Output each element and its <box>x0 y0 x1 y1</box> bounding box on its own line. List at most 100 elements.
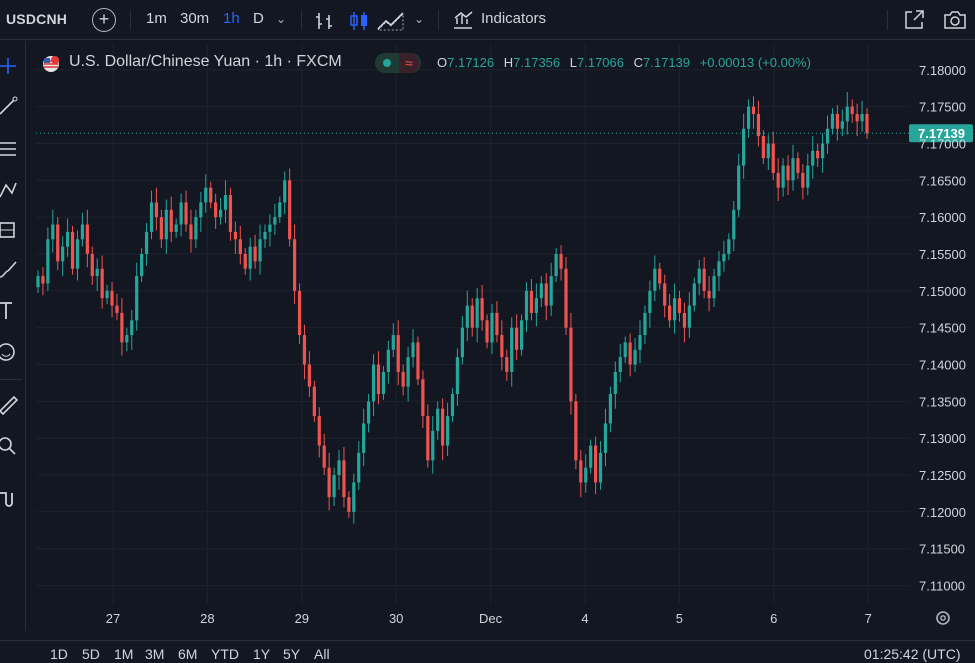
candle-body <box>61 246 65 262</box>
symbol-search-button[interactable]: USDCNH <box>6 11 68 27</box>
pattern-tool-icon[interactable] <box>0 179 20 201</box>
candle-body <box>431 430 435 461</box>
candle-body <box>347 497 351 512</box>
candle-body <box>381 371 386 394</box>
compare-add-symbol-button[interactable]: + <box>92 8 116 32</box>
symbol-title[interactable]: U.S. Dollar/Chinese Yuan · 1h · FXCM <box>69 53 342 70</box>
text-tool-icon[interactable] <box>0 299 20 321</box>
candles-chart-type-icon[interactable] <box>348 9 370 49</box>
candle-body <box>283 180 287 203</box>
range-3m-button[interactable]: 3M <box>145 646 165 662</box>
settings-gear-icon[interactable] <box>936 611 950 625</box>
interval-1m-button[interactable]: 1m <box>146 10 167 27</box>
range-1m-button[interactable]: 1M <box>114 646 134 662</box>
candle-body <box>490 312 494 343</box>
interval-dropdown-chevron-down-icon[interactable]: ⌄ <box>276 12 287 26</box>
range-1y-button[interactable]: 1Y <box>253 646 271 662</box>
candle-body <box>342 460 346 498</box>
candle-body <box>436 408 440 431</box>
candle-body <box>860 114 864 122</box>
interval-30m-button[interactable]: 30m <box>180 10 210 27</box>
candle-body <box>332 475 336 498</box>
fib-lines-icon[interactable] <box>0 139 20 161</box>
interval-d-button[interactable]: D <box>253 10 264 27</box>
candle-body <box>297 290 302 336</box>
price-tick-label: 7.14500 <box>919 321 966 336</box>
candle-body <box>258 239 262 262</box>
market-status-pill[interactable]: ≈ <box>375 53 421 73</box>
candle-body <box>367 401 371 424</box>
candle-body <box>835 114 839 129</box>
candle-body <box>80 224 85 240</box>
candle-body <box>554 254 558 277</box>
brush-icon[interactable] <box>0 259 20 281</box>
magnet-icon[interactable] <box>0 489 20 511</box>
ruler-icon[interactable] <box>0 393 20 416</box>
range-ytd-button[interactable]: YTD <box>211 646 239 662</box>
candle-body <box>692 283 696 306</box>
candle-body <box>46 239 50 284</box>
candle-body <box>312 386 316 417</box>
candle-body <box>633 349 637 365</box>
candle-body <box>722 254 726 262</box>
candle-body <box>179 202 183 225</box>
fullscreen-icon[interactable] <box>902 8 926 48</box>
utc-clock[interactable]: 01:25:42 (UTC) <box>864 646 961 662</box>
candle-body <box>362 423 366 453</box>
candle-body <box>549 276 553 306</box>
range-5y-button[interactable]: 5Y <box>283 646 301 662</box>
range-5d-button[interactable]: 5D <box>82 646 100 662</box>
candle-body <box>66 231 70 247</box>
time-tick-label: 7 <box>865 611 872 626</box>
candle-body <box>756 114 761 137</box>
time-tick-label: 30 <box>389 611 403 626</box>
camera-screenshot-icon[interactable] <box>942 8 968 48</box>
price-tick-label: 7.13000 <box>919 431 966 446</box>
interval-1h-button[interactable]: 1h <box>223 10 240 27</box>
candle-body <box>589 445 593 468</box>
candle-body <box>465 305 469 328</box>
last-price-line: 7.17139 <box>36 124 973 143</box>
time-tick-label: 27 <box>106 611 120 626</box>
candle-body <box>357 452 361 483</box>
candle-body <box>746 106 751 129</box>
candle-body <box>672 298 677 321</box>
candle-body <box>455 357 460 394</box>
candle-body <box>806 165 810 188</box>
candle-body <box>515 327 519 350</box>
chart-type-dropdown-chevron-down-icon[interactable]: ⌄ <box>414 12 425 26</box>
candle-body <box>406 357 410 387</box>
price-axis[interactable]: 7.18000 7.17500 7.17000 7.16500 7.16000 7.155… <box>919 63 966 594</box>
candle-body <box>475 298 479 328</box>
candle-body <box>643 312 647 336</box>
range-6m-button[interactable]: 6M <box>178 646 198 662</box>
candle-body <box>603 423 608 453</box>
bar-chart-type-icon[interactable] <box>314 9 336 49</box>
price-tick-label: 7.16000 <box>919 210 966 225</box>
candle-body <box>248 246 252 269</box>
last-price-label: 7.17139 <box>918 126 965 141</box>
emoji-icon[interactable] <box>0 341 20 363</box>
time-axis[interactable]: 27 28 29 30 Dec 4 5 6 7 <box>106 611 872 626</box>
crosshair-icon[interactable] <box>0 55 20 77</box>
drawing-toolbar <box>0 41 26 631</box>
range-all-button[interactable]: All <box>314 646 330 662</box>
candle-body <box>668 305 672 321</box>
candle-body <box>737 165 741 210</box>
candle-body <box>648 290 652 313</box>
forecast-tool-icon[interactable] <box>0 219 20 241</box>
price-tick-label: 7.12500 <box>919 468 966 483</box>
candle-body <box>51 224 55 240</box>
price-tick-label: 7.15000 <box>919 284 966 299</box>
area-chart-type-icon[interactable] <box>376 9 406 49</box>
candle-body <box>411 342 415 358</box>
range-1d-button[interactable]: 1D <box>50 646 68 662</box>
trend-line-icon[interactable] <box>0 95 20 117</box>
candle-body <box>460 327 464 358</box>
candle-body <box>209 187 213 203</box>
chart-grid <box>36 44 910 604</box>
zoom-icon[interactable] <box>0 435 20 457</box>
low-value: 7.17066 <box>577 55 624 70</box>
candle-body <box>732 209 736 240</box>
